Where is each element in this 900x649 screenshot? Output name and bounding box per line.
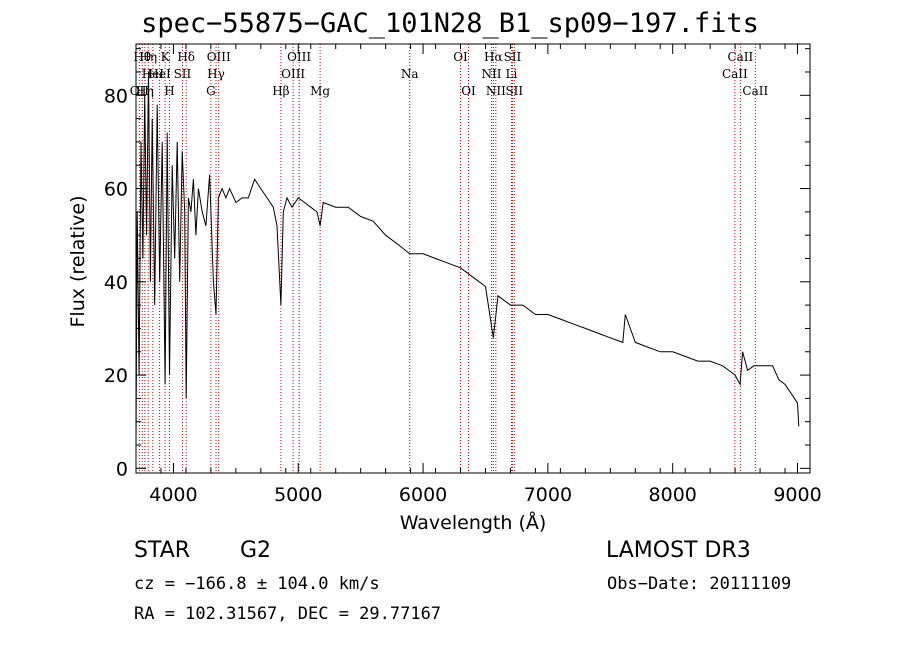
redshift-text: cz = −166.8 ± 104.0 km/s bbox=[134, 574, 380, 594]
spectral-line-label: HeI bbox=[142, 67, 165, 81]
object-class: STAR bbox=[134, 538, 191, 563]
plot-frame bbox=[135, 43, 811, 474]
spectral-line-label: Hη bbox=[139, 50, 157, 64]
y-tick-label: 20 bbox=[104, 365, 128, 387]
x-tick-label: 7000 bbox=[524, 484, 572, 506]
line-labels: OIIHθHηHηHeIHeIKHSIIHδGHγOIIIHβOIIIOIIIM… bbox=[130, 50, 769, 98]
spectral-line-label: SII bbox=[174, 67, 192, 81]
y-axis-label: Flux (relative) bbox=[67, 195, 89, 327]
spectral-line-label: Na bbox=[401, 67, 419, 81]
spectral-line-label: Hβ bbox=[272, 84, 289, 98]
spectral-line-label: OIII bbox=[287, 50, 311, 64]
x-tick-label: 9000 bbox=[773, 484, 821, 506]
spectral-line-label: OI bbox=[461, 84, 476, 98]
spectral-line-label: H bbox=[164, 84, 174, 98]
spectral-line-label: OIII bbox=[207, 50, 231, 64]
y-tick-label: 80 bbox=[104, 85, 128, 107]
obs-date: Obs−Date: 20111109 bbox=[607, 574, 792, 594]
x-tick-label: 4000 bbox=[149, 484, 197, 506]
spectral-line-label: G bbox=[206, 84, 216, 98]
spectral-line-label: Hδ bbox=[177, 50, 195, 64]
spectral-line-label: NII bbox=[486, 84, 506, 98]
spectral-line-label: OI bbox=[453, 50, 468, 64]
spectral-line-label: Hη bbox=[136, 84, 154, 98]
x-tick-label: 6000 bbox=[399, 484, 447, 506]
x-axis-label: Wavelength (Å) bbox=[400, 511, 547, 534]
spectral-line-label: K bbox=[161, 50, 171, 64]
survey-name: LAMOST DR3 bbox=[606, 538, 751, 563]
chart-title: spec−55875−GAC_101N28_B1_sp09−197.fits bbox=[141, 8, 759, 39]
y-tick-label: 40 bbox=[104, 272, 128, 294]
ra-dec: RA = 102.31567, DEC = 29.77167 bbox=[134, 604, 442, 624]
x-tick-label: 8000 bbox=[649, 484, 697, 506]
spectral-line-label: Mg bbox=[310, 84, 330, 98]
spectral-line-label: OIII bbox=[281, 67, 305, 81]
spectral-line-label: Hγ bbox=[207, 67, 225, 81]
spectral-line-label: Li bbox=[506, 67, 518, 81]
object-subclass: G2 bbox=[240, 538, 272, 563]
spectral-lines bbox=[138, 44, 756, 473]
spectral-line-label: SII bbox=[505, 84, 523, 98]
axis-ticks: 4000 5000 6000 7000 8000 9000 0 20 40 60 80 bbox=[104, 44, 822, 506]
x-tick-label: 5000 bbox=[274, 484, 322, 506]
spectral-line-label: Hθ bbox=[133, 50, 151, 64]
spectral-line-label: OII bbox=[130, 84, 150, 98]
spectral-line-label: NII bbox=[481, 67, 501, 81]
y-tick-label: 0 bbox=[116, 458, 128, 480]
spectral-line-label: CaII bbox=[742, 84, 768, 98]
spectral-line-label: SII bbox=[504, 50, 522, 64]
spectral-line-label: CaII bbox=[722, 67, 748, 81]
spectral-line-label: HeI bbox=[148, 67, 171, 81]
spectral-line-label: CaII bbox=[727, 50, 753, 64]
y-tick-label: 60 bbox=[104, 179, 128, 201]
spectrum-series bbox=[135, 71, 800, 446]
spectral-line-label: Hα bbox=[484, 50, 503, 64]
